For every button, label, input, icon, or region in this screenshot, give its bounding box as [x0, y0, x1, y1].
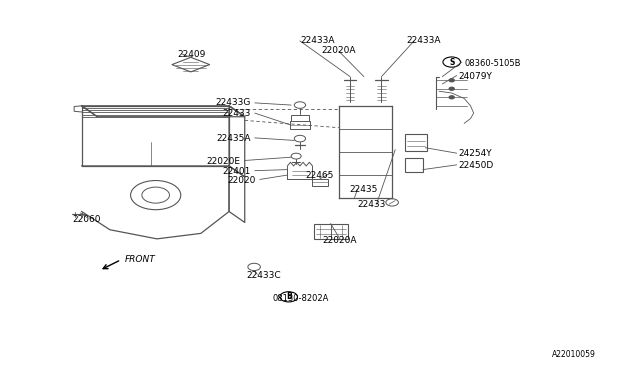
- Text: 24254Y: 24254Y: [458, 150, 492, 158]
- Text: 22020A: 22020A: [321, 46, 356, 55]
- Text: 22060: 22060: [72, 215, 101, 224]
- Text: 22433G: 22433G: [216, 98, 251, 108]
- Text: FRONT: FRONT: [124, 255, 155, 264]
- Text: 22409: 22409: [177, 49, 205, 58]
- Text: 22450D: 22450D: [458, 161, 493, 170]
- Bar: [314, 224, 348, 239]
- Text: 22433A: 22433A: [300, 36, 335, 45]
- Text: 22433: 22433: [357, 201, 386, 209]
- Text: S: S: [449, 58, 454, 67]
- Text: 24079Y: 24079Y: [458, 72, 492, 81]
- Text: 08360-5105B: 08360-5105B: [464, 60, 521, 68]
- Text: 22020: 22020: [228, 176, 256, 185]
- Circle shape: [449, 79, 454, 82]
- Circle shape: [449, 87, 454, 90]
- Text: 22020A: 22020A: [323, 236, 357, 245]
- Text: B: B: [286, 292, 291, 301]
- Text: 08130-8202A: 08130-8202A: [273, 294, 330, 303]
- FancyBboxPatch shape: [291, 115, 308, 122]
- Text: A22010059: A22010059: [552, 350, 596, 359]
- Text: 22433A: 22433A: [406, 36, 441, 45]
- Text: 22433: 22433: [223, 109, 251, 118]
- Bar: [404, 158, 424, 172]
- FancyBboxPatch shape: [290, 122, 310, 129]
- FancyBboxPatch shape: [312, 179, 328, 186]
- Text: 22433C: 22433C: [246, 271, 281, 280]
- Text: 22465: 22465: [306, 171, 334, 180]
- Text: 22435A: 22435A: [216, 134, 251, 143]
- Text: 22401: 22401: [223, 167, 251, 176]
- Bar: [404, 134, 427, 151]
- Text: 22020E: 22020E: [206, 157, 241, 166]
- Text: 22435: 22435: [349, 185, 378, 194]
- Circle shape: [449, 96, 454, 99]
